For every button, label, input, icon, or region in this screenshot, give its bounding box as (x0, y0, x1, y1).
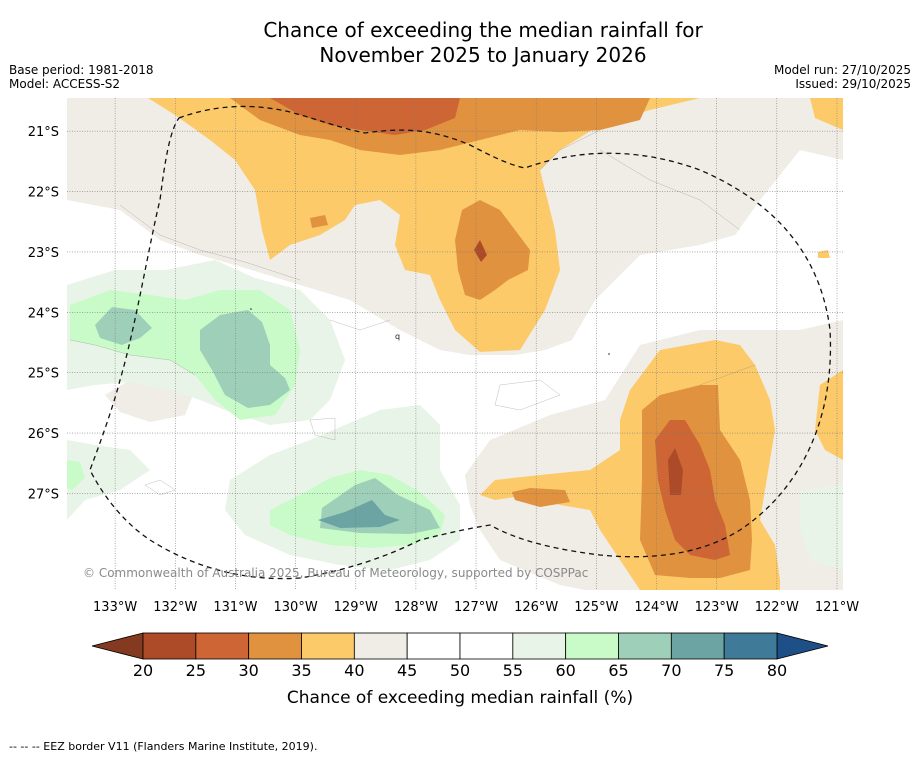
longitude-label: 124°W (634, 600, 678, 615)
island-dot (608, 353, 610, 355)
colorbar-tick-label: 20 (133, 661, 153, 680)
model-text: Model: ACCESS-S2 (9, 77, 121, 91)
longitude-label: 121°W (815, 600, 859, 615)
colorbar-segment (248, 632, 302, 660)
latitude-label: 25°S (28, 367, 59, 382)
copyright-text: © Commonwealth of Australia 2025, Bureau… (83, 566, 588, 580)
map-area: q © Commonwealth of Australia 2025, Bure… (67, 98, 843, 590)
colorbar-segment (670, 632, 725, 660)
colorbar-segment (142, 632, 197, 660)
model-run-text: Model run: 27/10/2025 (773, 63, 911, 77)
longitude-gridlines (114, 98, 838, 590)
latitude-label: 24°S (28, 306, 59, 321)
colorbar-tick-label: 65 (608, 661, 628, 680)
colorbar-segment (618, 632, 672, 660)
eez-border-line (89, 105, 832, 580)
colorbar-tick-label: 60 (555, 661, 575, 680)
colorbar-tick-label: 30 (238, 661, 258, 680)
colorbar-segment (459, 632, 514, 660)
island-mark: q (395, 332, 400, 341)
longitude-label: 126°W (514, 600, 558, 615)
meta-left: Base period: 1981-2018 Model: ACCESS-S2 (9, 63, 154, 91)
colorbar-segment (723, 632, 778, 660)
colorbar-segment (512, 632, 567, 660)
longitude-label: 125°W (574, 600, 618, 615)
island-dot (250, 308, 252, 310)
colorbar-label: Chance of exceeding median rainfall (%) (287, 688, 633, 708)
longitude-label: 130°W (274, 600, 318, 615)
colorbar-tick-label: 80 (767, 661, 787, 680)
issued-text: Issued: 29/10/2025 (795, 77, 911, 91)
longitude-label: 122°W (755, 600, 799, 615)
longitude-label: 123°W (695, 600, 739, 615)
colorbar-segment (195, 632, 250, 660)
longitude-label: 131°W (213, 600, 257, 615)
band-20-25 (474, 240, 683, 495)
latitude-label: 22°S (28, 186, 59, 201)
colorbar: 20 25 30 35 40 45 50 55 60 65 70 75 80 (91, 632, 829, 680)
longitude-label: 132°W (153, 600, 197, 615)
map-title: Chance of exceeding the median rainfall … (0, 18, 919, 68)
base-period-text: Base period: 1981-2018 (9, 63, 154, 77)
latitude-label: 23°S (28, 246, 59, 261)
latitude-label: 27°S (28, 487, 59, 502)
colorbar-tick-label: 55 (503, 661, 523, 680)
eez-legend-text: -- -- -- EEZ border V11 (Flanders Marine… (9, 740, 318, 753)
colorbar-tick-label: 50 (450, 661, 470, 680)
colorbar-segment (353, 632, 408, 660)
contour-lines (69, 129, 756, 496)
latitude-labels: 21°S 22°S 23°S 24°S 25°S 26°S 27°S (28, 125, 59, 502)
colorbar-tick-label: 75 (714, 661, 734, 680)
meta-right: Model run: 27/10/2025 Issued: 29/10/2025 (774, 63, 911, 91)
colorbar-segment (301, 632, 355, 660)
latitude-gridlines (67, 130, 843, 494)
colorbar-segment (406, 632, 461, 660)
longitude-labels: 133°W 132°W 131°W 130°W 129°W 128°W 127°W 126°W… (93, 600, 859, 615)
latitude-label: 21°S (28, 125, 59, 140)
title-line-1: Chance of exceeding the median rainfall … (263, 18, 703, 42)
colorbar-tick-label: 35 (291, 661, 311, 680)
longitude-label: 128°W (394, 600, 438, 615)
title-line-2: November 2025 to January 2026 (319, 43, 647, 67)
colorbar-tick-label: 40 (344, 661, 364, 680)
colorbar-segment (565, 632, 619, 660)
longitude-label: 129°W (334, 600, 378, 615)
longitude-label: 127°W (454, 600, 498, 615)
band-70-75 (318, 500, 400, 528)
latitude-label: 26°S (28, 427, 59, 442)
colorbar-tick-label: 25 (186, 661, 206, 680)
colorbar-under-triangle (91, 632, 144, 660)
colorbar-tick-label: 45 (397, 661, 417, 680)
colorbar-over-triangle (776, 632, 829, 660)
colorbar-tick-label: 70 (661, 661, 681, 680)
longitude-label: 133°W (93, 600, 137, 615)
